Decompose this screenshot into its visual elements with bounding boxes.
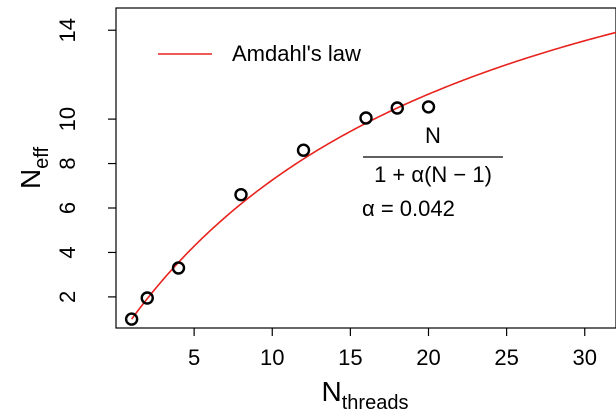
data-point <box>140 291 154 305</box>
svg-text:Nthreads: Nthreads <box>322 376 409 412</box>
legend-label: Amdahl's law <box>232 41 361 66</box>
data-point <box>171 261 186 275</box>
x-tick-label: 10 <box>260 345 284 370</box>
data-point <box>124 312 139 326</box>
formula-numerator: N <box>425 123 441 148</box>
x-tick-label: 20 <box>416 345 440 370</box>
formula-denominator: 1 + α(N − 1) <box>374 162 492 187</box>
data-point <box>359 111 373 125</box>
formula-annotation: N 1 + α(N − 1) α = 0.042 <box>362 123 503 221</box>
data-point <box>390 101 404 115</box>
x-axis-title: Nthreads <box>322 376 409 412</box>
y-tick-label: 10 <box>55 107 80 131</box>
y-tick-label: 6 <box>55 202 80 214</box>
y-tick-label: 2 <box>55 291 80 303</box>
y-axis: 2 4 6 8 10 14 <box>55 18 116 303</box>
x-tick-label: 15 <box>338 345 362 370</box>
y-tick-label: 8 <box>55 157 80 169</box>
y-tick-label: 4 <box>55 246 80 258</box>
y-axis-title-main: N <box>15 169 46 189</box>
x-tick-label: 30 <box>573 345 597 370</box>
data-point <box>296 143 311 157</box>
data-point <box>234 187 248 202</box>
x-axis-title-subscript: threads <box>342 392 409 412</box>
formula-alpha: α = 0.042 <box>362 196 455 221</box>
y-tick-label: 14 <box>55 18 80 42</box>
legend: Amdahl's law <box>158 41 361 66</box>
plot-frame <box>115 7 616 329</box>
x-axis-title-main: N <box>322 376 342 407</box>
y-axis-title: Neff <box>15 147 53 190</box>
data-points <box>124 100 436 326</box>
svg-text:Neff: Neff <box>15 147 53 190</box>
x-axis: 5 10 15 20 25 30 <box>188 328 597 370</box>
y-axis-title-subscript: eff <box>31 147 53 169</box>
data-point <box>421 100 436 114</box>
x-tick-label: 25 <box>494 345 518 370</box>
amdahl-curve <box>130 31 616 320</box>
x-tick-label: 5 <box>188 345 200 370</box>
